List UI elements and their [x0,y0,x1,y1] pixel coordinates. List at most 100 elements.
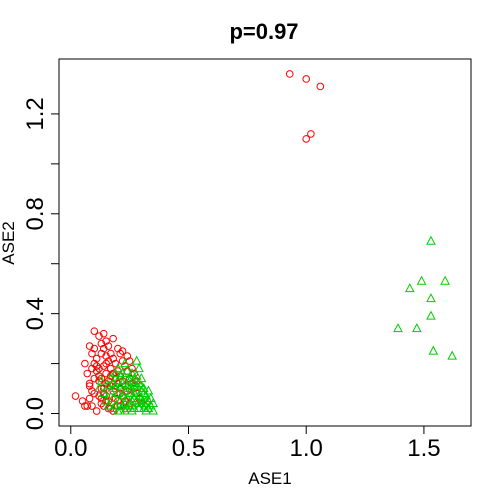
data-point-triangle [134,363,144,373]
data-point-triangle [136,380,147,390]
x-tick-label: 0.5 [172,435,205,462]
data-point-triangle [127,395,137,405]
data-point-circle [123,352,132,360]
x-tick-label: 1.0 [290,435,323,462]
data-point-circle [106,349,115,358]
data-point-circle [109,334,117,343]
data-point-triangle [124,382,135,393]
data-point-triangle [141,390,151,400]
data-point-triangle [131,355,142,365]
data-point-circle [97,349,106,358]
data-point-triangle [113,375,123,385]
data-point-triangle [105,373,116,383]
data-point-triangle [101,395,111,405]
data-point-triangle [426,235,436,245]
data-point-circle [90,389,99,398]
data-point-circle [104,342,113,350]
data-point-circle [92,354,101,363]
data-point-circle [95,392,103,400]
data-point-circle [92,367,101,375]
data-point-circle [92,407,101,415]
data-point-triangle [115,370,126,380]
data-point-circle [109,354,117,363]
data-point-circle [111,359,120,368]
data-point-triangle [127,405,137,415]
data-point-triangle [141,395,151,405]
data-point-triangle [94,382,104,393]
data-point-triangle [138,387,149,398]
data-point-triangle [148,405,159,415]
data-point-circle [116,349,125,358]
data-point-circle [307,130,315,138]
data-point-triangle [127,368,137,378]
data-point-circle [104,357,113,365]
data-point-triangle [138,397,149,408]
y-tick-label: 0.8 [22,197,49,230]
data-point-circle [106,372,115,380]
x-axis: 0.0 0.5 1.0 1.5 [54,425,441,462]
data-point-triangle [122,365,133,375]
data-point-circle [83,369,92,378]
data-point-circle [88,349,96,358]
data-point-triangle [98,387,109,398]
data-point-triangle [113,387,123,398]
data-point-triangle [105,385,116,395]
y-tick-label: 0.0 [22,397,49,430]
data-point-triangle [122,402,133,413]
data-point-circle [99,362,108,370]
data-point-circle [71,392,80,400]
data-point-triangle [440,275,450,285]
data-point-triangle [136,392,147,403]
data-point-triangle [145,392,156,403]
data-point-triangle [148,397,159,408]
data-point-circle [85,342,94,350]
data-point-circle [99,344,108,353]
data-point-circle [102,352,110,360]
data-point-circle [316,82,325,91]
data-point-triangle [115,405,126,415]
data-point-triangle [115,380,126,390]
y-tick-label: 0.4 [22,297,49,330]
data-point-circle [90,374,99,383]
data-point-triangle [143,402,154,413]
data-point-circle [102,337,110,345]
data-point-triangle [110,368,121,378]
data-point-circle [90,327,99,335]
data-point-circle [97,399,106,408]
data-point-circle [85,382,94,390]
x-tick-label: 0.0 [54,435,87,462]
x-axis-label: ASE1 [248,469,291,488]
data-point-circle [88,402,96,410]
data-point-circle [102,369,110,378]
data-point-triangle [96,375,107,385]
data-point-triangle [426,293,436,303]
data-point-triangle [131,380,142,390]
data-point-circle [83,402,92,410]
data-point-circle [90,359,99,368]
x-tick-label: 1.5 [407,435,440,462]
data-point-circle [97,339,106,348]
data-point-triangle [447,350,457,360]
data-point-triangle [122,392,133,403]
data-point-triangle [129,387,140,398]
data-point-triangle [113,363,123,373]
data-point-triangle [103,400,114,410]
data-points [71,70,457,415]
data-point-triangle [108,402,118,413]
data-point-circle [95,332,103,340]
data-point-triangle [143,385,154,395]
data-point-circle [99,329,108,338]
data-point-circle [102,359,110,368]
data-point-triangle [108,377,118,388]
data-point-circle [81,359,89,368]
data-point-triangle [120,397,130,408]
data-point-triangle [117,400,128,410]
data-point-circle [106,364,115,373]
data-point-triangle [122,380,133,390]
data-point-triangle [134,397,144,408]
data-point-circle [85,379,94,388]
data-point-triangle [134,402,144,413]
data-point-circle [285,70,294,78]
data-point-triangle [124,387,135,398]
